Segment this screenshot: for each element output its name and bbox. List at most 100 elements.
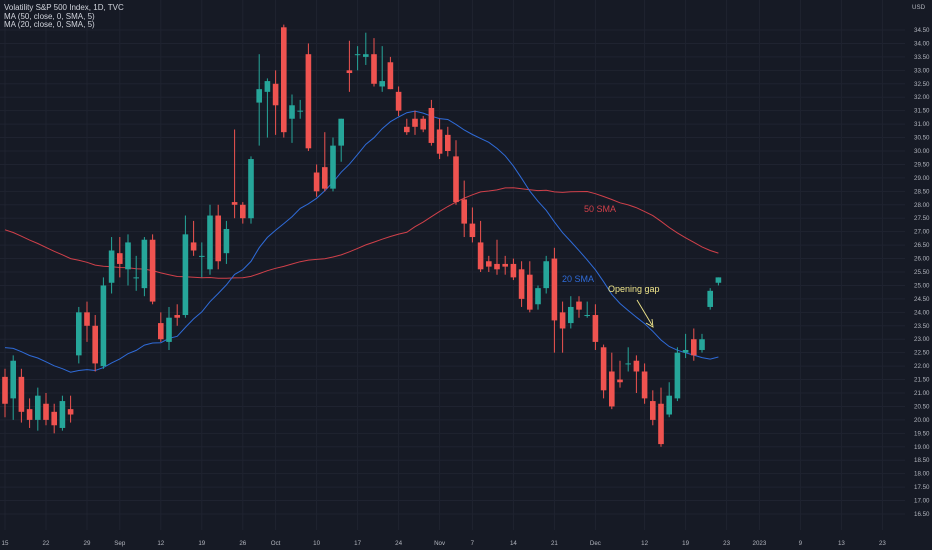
candlesticks[interactable]	[2, 24, 722, 447]
candle	[379, 46, 385, 92]
candle-body	[289, 105, 295, 119]
candle	[166, 306, 172, 350]
candle	[592, 304, 599, 350]
candle	[420, 116, 426, 133]
price-tick-label: 32.00	[914, 94, 930, 101]
candle-body	[35, 395, 41, 420]
symbol-title[interactable]: Volatility S&P 500 Index, 1D, TVC	[4, 3, 124, 12]
candle-body	[223, 228, 230, 254]
candle-body	[305, 54, 312, 149]
annotation-arrow	[636, 299, 654, 328]
candle-body	[715, 277, 722, 283]
candle-body	[363, 54, 369, 57]
price-axis[interactable]: 16.50 17.00 17.50 18.00 18.50 19.00 19.50 20.00…	[914, 27, 930, 518]
candle	[84, 301, 90, 342]
candle-body	[59, 401, 66, 428]
candle-body	[568, 306, 574, 324]
price-tick-label: 24.00	[914, 309, 930, 316]
time-tick-label: Sep	[114, 540, 126, 547]
candle	[600, 344, 607, 399]
candle-body	[395, 91, 402, 111]
candle-body	[182, 234, 189, 316]
candle	[609, 352, 615, 410]
chart-legend: Volatility S&P 500 Index, 1D, TVC MA (50…	[4, 3, 124, 30]
candle-body	[207, 215, 213, 270]
price-tick-label: 18.50	[914, 457, 930, 464]
sma50-line	[4, 187, 719, 279]
candle-body	[404, 126, 410, 133]
time-tick-label: 26	[239, 540, 246, 547]
candle-body	[584, 315, 590, 317]
time-tick-label: Dec	[590, 540, 601, 547]
candle-body	[510, 263, 517, 278]
candle-body	[281, 27, 287, 133]
candle-body	[633, 360, 640, 372]
candle-body	[149, 239, 156, 302]
time-tick-label: 29	[84, 540, 91, 547]
candle-body	[2, 376, 8, 404]
candle	[174, 304, 180, 326]
candle-body	[84, 312, 90, 326]
ma50-legend[interactable]: MA (50, close, 0, SMA, 5)	[4, 11, 95, 21]
candle-body	[272, 83, 279, 106]
candle-body	[248, 159, 254, 219]
price-tick-label: 17.00	[914, 498, 930, 505]
candle-body	[371, 54, 377, 84]
price-tick-label: 24.50	[914, 296, 930, 303]
candle	[682, 333, 689, 359]
price-tick-label: 29.50	[914, 161, 930, 168]
price-tick-label: 31.50	[914, 108, 930, 115]
candle	[117, 237, 123, 278]
candle-body	[518, 269, 525, 299]
candle	[149, 234, 156, 305]
candle	[248, 156, 254, 224]
candle	[699, 333, 705, 353]
candle-body	[617, 379, 623, 383]
candle-body	[674, 352, 681, 399]
candle-body	[666, 395, 672, 415]
price-tick-label: 22.00	[914, 363, 930, 370]
candle-body	[486, 261, 492, 267]
candle	[445, 126, 451, 157]
candle	[256, 54, 262, 146]
time-tick-label: 19	[198, 540, 205, 547]
price-tick-label: 30.00	[914, 148, 930, 155]
candle	[158, 312, 164, 342]
candle-body	[453, 156, 459, 203]
time-tick-label: 21	[551, 540, 558, 547]
candle	[346, 40, 353, 92]
candle-body	[158, 323, 164, 340]
candle-body	[469, 223, 476, 238]
price-tick-label: 22.50	[914, 350, 930, 357]
candle	[223, 220, 230, 264]
time-tick-label: 9	[799, 540, 803, 547]
grid-lines	[0, 0, 905, 530]
candle	[707, 288, 713, 310]
candle-body	[100, 285, 107, 367]
candle	[100, 277, 107, 369]
candle-body	[338, 118, 344, 146]
price-tick-label: 20.50	[914, 403, 930, 410]
candle-body	[240, 204, 246, 219]
candle-body	[412, 118, 418, 127]
ma20-legend[interactable]: MA (20, close, 0, SMA, 5)	[4, 20, 95, 30]
opening-gap-annotation: Opening gap	[608, 284, 660, 294]
candle	[568, 296, 574, 329]
candle-body	[330, 145, 336, 189]
candle-body	[699, 339, 705, 350]
time-axis[interactable]: 15 22 29 Sep 12 19 26 Oct 10 17 24 Nov 7 14 21 Dec 12 19 2…	[2, 540, 887, 547]
candle	[338, 118, 344, 162]
candle-body	[354, 54, 361, 56]
price-tick-label: 21.50	[914, 377, 930, 384]
price-tick-label: 33.50	[914, 54, 930, 61]
candle-body	[117, 253, 123, 264]
candle-body	[707, 290, 713, 307]
time-tick-label: 23	[879, 540, 886, 547]
price-tick-label: 34.50	[914, 27, 930, 34]
price-tick-label: 33.00	[914, 67, 930, 74]
candle-body	[141, 239, 148, 289]
candle	[125, 234, 131, 286]
candle-body	[322, 167, 328, 189]
